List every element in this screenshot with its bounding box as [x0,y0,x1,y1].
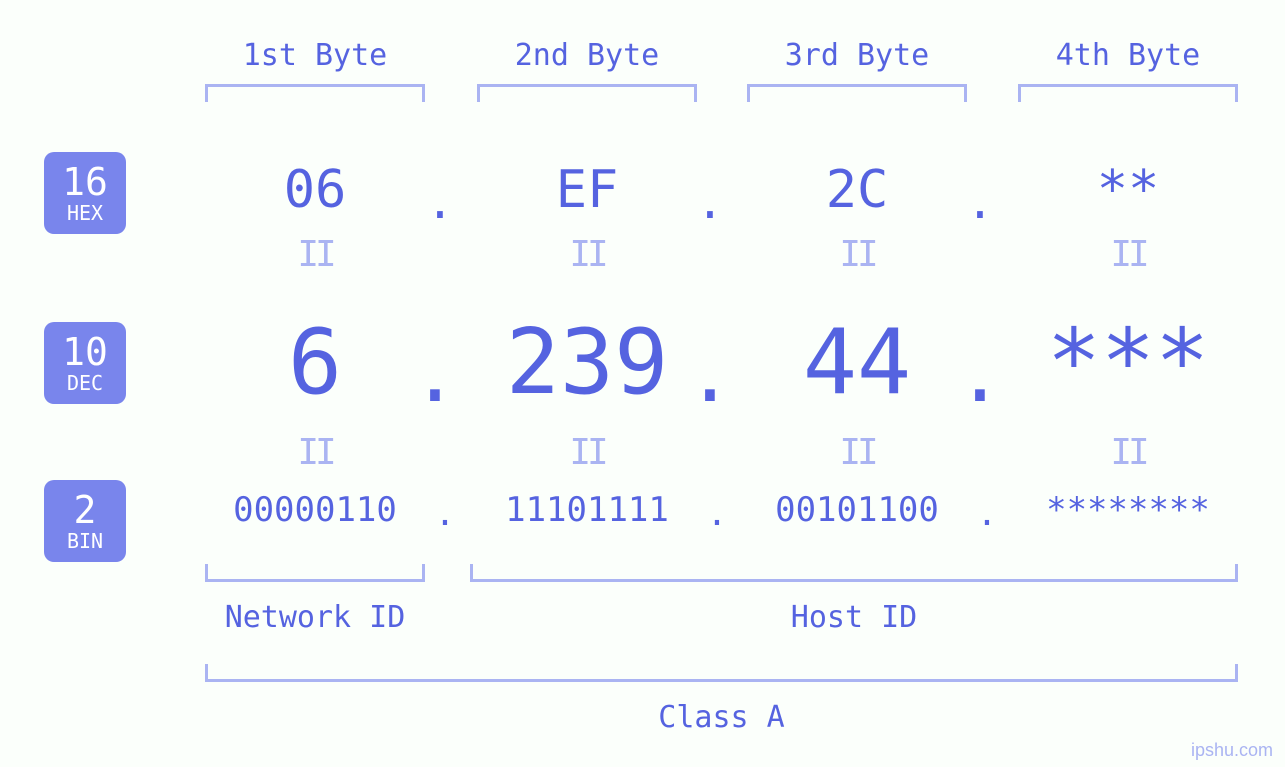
label-class: Class A [205,700,1238,735]
badge-bin-label: BIN [67,531,103,551]
bracket-top-2 [477,84,697,102]
hex-dot-3: . [955,175,1005,229]
bracket-host-id [470,564,1238,582]
dec-byte-1: 6 [205,310,425,415]
badge-hex-label: HEX [67,203,103,223]
badge-bin: 2 BIN [44,480,126,562]
watermark: ipshu.com [1191,740,1273,761]
dec-byte-2: 239 [477,310,697,415]
bin-byte-3: 00101100 [747,490,967,530]
bin-byte-4: ******** [1018,490,1238,530]
byte-header-2: 2nd Byte [477,38,697,73]
bin-dot-1: . [425,494,465,534]
badge-bin-num: 2 [74,491,97,529]
bin-byte-1: 00000110 [205,490,425,530]
dec-byte-3: 44 [747,310,967,415]
bracket-top-1 [205,84,425,102]
dec-byte-4: *** [1018,310,1238,415]
badge-hex-num: 16 [62,163,108,201]
byte-header-3: 3rd Byte [747,38,967,73]
hex-byte-1: 06 [205,160,425,220]
bracket-class [205,664,1238,682]
bin-dot-2: . [697,494,737,534]
bracket-top-3 [747,84,967,102]
badge-dec-label: DEC [67,373,103,393]
hex-dot-1: . [415,175,465,229]
badge-dec: 10 DEC [44,322,126,404]
eq-dec-bin-4: II [1018,432,1238,473]
label-network-id: Network ID [205,600,425,635]
hex-byte-3: 2C [747,160,967,220]
bracket-network-id [205,564,425,582]
ip-diagram: 1st Byte 2nd Byte 3rd Byte 4th Byte 16 H… [0,0,1285,767]
hex-byte-4: ** [1018,160,1238,220]
eq-dec-bin-3: II [747,432,967,473]
eq-dec-bin-2: II [477,432,697,473]
eq-hex-dec-3: II [747,234,967,275]
eq-hex-dec-2: II [477,234,697,275]
dec-dot-3: . [950,330,1010,420]
badge-dec-num: 10 [62,333,108,371]
bin-dot-3: . [967,494,1007,534]
eq-hex-dec-1: II [205,234,425,275]
badge-hex: 16 HEX [44,152,126,234]
byte-header-4: 4th Byte [1018,38,1238,73]
dec-dot-1: . [405,330,465,420]
hex-byte-2: EF [477,160,697,220]
hex-dot-2: . [685,175,735,229]
bracket-top-4 [1018,84,1238,102]
eq-hex-dec-4: II [1018,234,1238,275]
eq-dec-bin-1: II [205,432,425,473]
bin-byte-2: 11101111 [477,490,697,530]
dec-dot-2: . [680,330,740,420]
byte-header-1: 1st Byte [205,38,425,73]
label-host-id: Host ID [470,600,1238,635]
